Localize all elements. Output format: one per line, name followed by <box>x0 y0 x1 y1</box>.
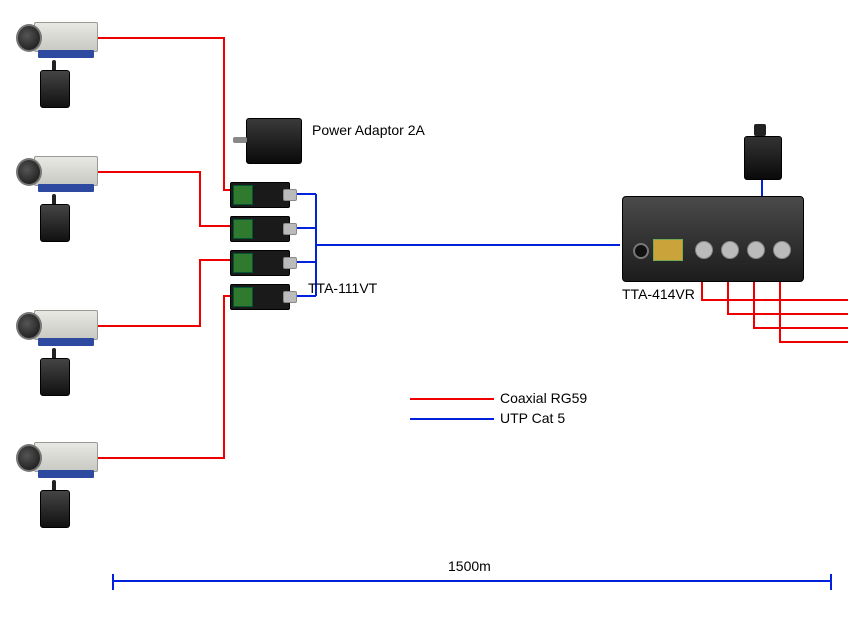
wiring-svg <box>0 0 848 620</box>
receiver-bnc-1 <box>695 241 713 259</box>
receiver-bnc-4 <box>773 241 791 259</box>
camera-2 <box>16 152 96 194</box>
legend-coax-label: Coaxial RG59 <box>500 390 587 406</box>
distance-label: 1500m <box>448 558 491 574</box>
power-adaptor-label: Power Adaptor 2A <box>312 122 425 138</box>
balun-2 <box>230 216 290 242</box>
camera-psu-1 <box>40 70 70 114</box>
legend-utp-line <box>410 418 494 420</box>
receiver-label: TTA-414VR <box>622 286 695 302</box>
camera-psu-4 <box>40 490 70 534</box>
transmitter-label: TTA-111VT <box>308 280 377 296</box>
legend-coax-line <box>410 398 494 400</box>
camera-3 <box>16 306 96 348</box>
transmitter-psu <box>246 118 302 164</box>
distance-bar <box>112 580 832 582</box>
receiver-bnc-3 <box>747 241 765 259</box>
camera-psu-2 <box>40 204 70 248</box>
receiver-dip <box>653 239 683 261</box>
balun-1 <box>230 182 290 208</box>
receiver-box <box>622 196 804 282</box>
receiver-psu <box>736 126 780 180</box>
receiver-dc-jack <box>633 243 649 259</box>
legend-utp-label: UTP Cat 5 <box>500 410 565 426</box>
camera-psu-3 <box>40 358 70 402</box>
balun-4 <box>230 284 290 310</box>
camera-4 <box>16 438 96 480</box>
receiver-bnc-2 <box>721 241 739 259</box>
balun-3 <box>230 250 290 276</box>
camera-1 <box>16 18 96 60</box>
